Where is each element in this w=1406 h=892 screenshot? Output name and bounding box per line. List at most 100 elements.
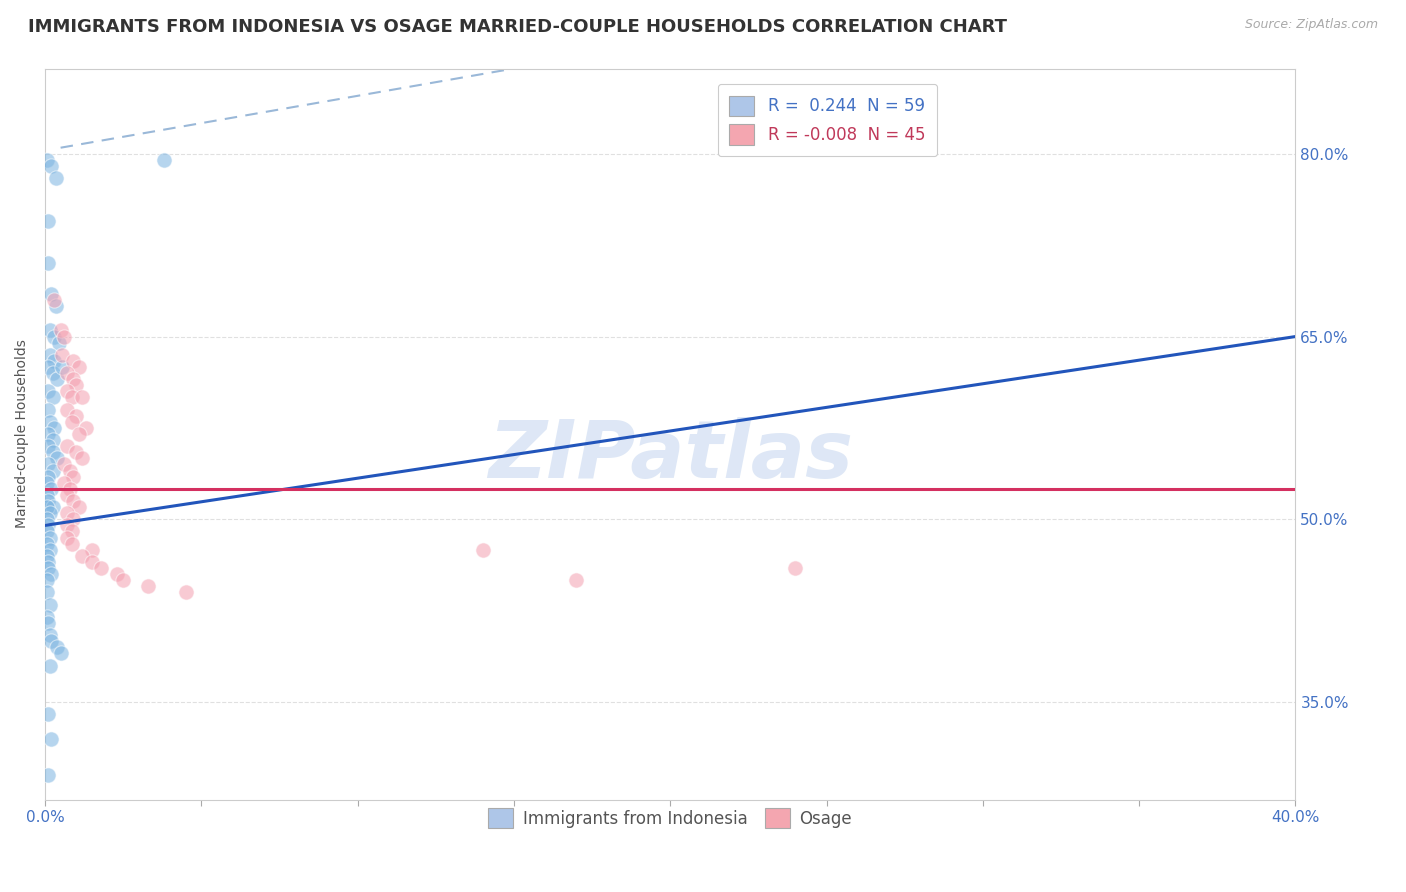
Point bbox=[44, 354, 66, 368]
Point bbox=[51, 348, 73, 362]
Point bbox=[52, 329, 75, 343]
Point bbox=[35, 524, 58, 539]
Point bbox=[37, 256, 59, 270]
Point bbox=[38, 415, 60, 429]
Point bbox=[45, 171, 67, 186]
Point bbox=[38, 598, 60, 612]
Y-axis label: Married-couple Households: Married-couple Households bbox=[15, 340, 30, 528]
Point bbox=[56, 531, 79, 545]
Point bbox=[42, 366, 65, 380]
Point bbox=[35, 153, 58, 167]
Point bbox=[38, 531, 60, 545]
Point bbox=[60, 415, 83, 429]
Point bbox=[56, 439, 79, 453]
Point bbox=[60, 391, 83, 405]
Point bbox=[44, 329, 66, 343]
Point bbox=[44, 293, 66, 307]
Point bbox=[37, 214, 59, 228]
Point bbox=[38, 658, 60, 673]
Point bbox=[37, 469, 59, 483]
Point bbox=[44, 421, 66, 435]
Point bbox=[48, 335, 70, 350]
Point bbox=[37, 518, 59, 533]
Point bbox=[37, 402, 59, 417]
Point bbox=[62, 469, 84, 483]
Point bbox=[37, 439, 59, 453]
Point bbox=[65, 445, 87, 459]
Point bbox=[59, 464, 82, 478]
Point bbox=[174, 585, 197, 599]
Point bbox=[38, 628, 60, 642]
Legend: Immigrants from Indonesia, Osage: Immigrants from Indonesia, Osage bbox=[481, 801, 859, 835]
Point bbox=[62, 372, 84, 386]
Point bbox=[52, 475, 75, 490]
Point bbox=[52, 458, 75, 472]
Point bbox=[42, 391, 65, 405]
Point bbox=[49, 323, 72, 337]
Point bbox=[152, 153, 174, 167]
Point bbox=[45, 299, 67, 313]
Point bbox=[39, 731, 62, 746]
Point bbox=[35, 475, 58, 490]
Point bbox=[35, 573, 58, 587]
Point bbox=[56, 384, 79, 399]
Point bbox=[39, 634, 62, 648]
Point bbox=[56, 506, 79, 520]
Point bbox=[90, 561, 112, 575]
Point bbox=[62, 354, 84, 368]
Point bbox=[37, 458, 59, 472]
Point bbox=[65, 409, 87, 423]
Point bbox=[80, 542, 103, 557]
Point bbox=[105, 567, 128, 582]
Point bbox=[42, 445, 65, 459]
Point bbox=[60, 536, 83, 550]
Point bbox=[37, 555, 59, 569]
Point bbox=[35, 585, 58, 599]
Point bbox=[46, 372, 69, 386]
Point bbox=[42, 464, 65, 478]
Point bbox=[67, 427, 90, 442]
Point bbox=[38, 348, 60, 362]
Point bbox=[56, 518, 79, 533]
Point bbox=[65, 378, 87, 392]
Point bbox=[37, 359, 59, 374]
Point bbox=[60, 524, 83, 539]
Point bbox=[112, 573, 135, 587]
Point bbox=[39, 159, 62, 173]
Point bbox=[46, 451, 69, 466]
Point bbox=[80, 555, 103, 569]
Point bbox=[785, 561, 807, 575]
Point bbox=[38, 542, 60, 557]
Point bbox=[67, 500, 90, 515]
Point bbox=[37, 707, 59, 722]
Point bbox=[42, 500, 65, 515]
Point bbox=[38, 506, 60, 520]
Point bbox=[471, 542, 494, 557]
Point bbox=[42, 433, 65, 447]
Point bbox=[39, 482, 62, 496]
Point bbox=[62, 494, 84, 508]
Point bbox=[39, 286, 62, 301]
Point bbox=[37, 561, 59, 575]
Point bbox=[35, 500, 58, 515]
Point bbox=[72, 391, 94, 405]
Point bbox=[37, 384, 59, 399]
Point bbox=[67, 359, 90, 374]
Text: Source: ZipAtlas.com: Source: ZipAtlas.com bbox=[1244, 18, 1378, 31]
Point bbox=[56, 402, 79, 417]
Point bbox=[38, 323, 60, 337]
Point bbox=[56, 366, 79, 380]
Text: ZIPatlas: ZIPatlas bbox=[488, 417, 852, 495]
Point bbox=[35, 609, 58, 624]
Point bbox=[56, 488, 79, 502]
Point bbox=[35, 512, 58, 526]
Point bbox=[75, 421, 97, 435]
Point bbox=[59, 482, 82, 496]
Point bbox=[35, 536, 58, 550]
Point bbox=[51, 359, 73, 374]
Point bbox=[37, 768, 59, 782]
Point bbox=[49, 646, 72, 660]
Point bbox=[72, 451, 94, 466]
Point bbox=[72, 549, 94, 563]
Point bbox=[37, 615, 59, 630]
